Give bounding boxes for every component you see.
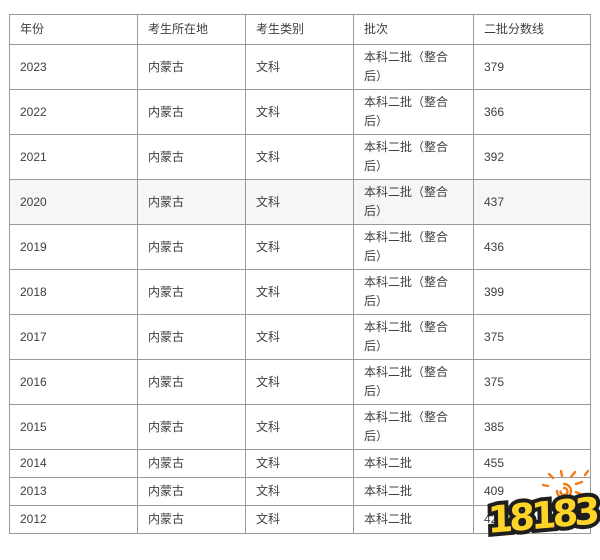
cell-category: 文科 [245,179,354,225]
cell-score: 375 [473,359,591,405]
cell-score: 375 [473,314,591,360]
cell-batch: 本科二批 [353,449,474,478]
cell-year: 2021 [9,134,138,180]
cell-category: 文科 [245,314,354,360]
cell-location: 内蒙古 [137,314,246,360]
cell-batch: 本科二批（整合后） [353,269,474,315]
header-row: 年份 考生所在地 考生类别 批次 二批分数线 [9,14,591,45]
table-row: 2016 内蒙古 文科 本科二批（整合后） 375 [9,359,591,405]
cell-category: 文科 [245,449,354,478]
cell-batch: 本科二批（整合后） [353,404,474,450]
cell-batch: 本科二批（整合后） [353,314,474,360]
table-row: 2021 内蒙古 文科 本科二批（整合后） 392 [9,134,591,180]
cell-location: 内蒙古 [137,505,246,534]
cell-year: 2017 [9,314,138,360]
cell-score: 399 [473,269,591,315]
table-row: 2012 内蒙古 文科 本科二批 42 [9,505,591,534]
cell-location: 内蒙古 [137,89,246,135]
table-row: 2019 内蒙古 文科 本科二批（整合后） 436 [9,224,591,270]
cell-category: 文科 [245,224,354,270]
table-row: 2022 内蒙古 文科 本科二批（整合后） 366 [9,89,591,135]
col-header-location: 考生所在地 [137,14,246,45]
cell-score: 455 [473,449,591,478]
table-row: 2020 内蒙古 文科 本科二批（整合后） 437 [9,179,591,225]
cell-category: 文科 [245,404,354,450]
table-row: 2017 内蒙古 文科 本科二批（整合后） 375 [9,314,591,360]
cell-year: 2018 [9,269,138,315]
cell-score: 366 [473,89,591,135]
table-row: 2023 内蒙古 文科 本科二批（整合后） 379 [9,44,591,90]
cell-batch: 本科二批（整合后） [353,44,474,90]
cell-year: 2014 [9,449,138,478]
cell-location: 内蒙古 [137,44,246,90]
cell-category: 文科 [245,269,354,315]
cell-location: 内蒙古 [137,224,246,270]
table-row: 2018 内蒙古 文科 本科二批（整合后） 399 [9,269,591,315]
cell-category: 文科 [245,477,354,506]
cell-category: 文科 [245,359,354,405]
col-header-batch: 批次 [353,14,474,45]
cell-score: 409 [473,477,591,506]
cell-year: 2016 [9,359,138,405]
cell-year: 2012 [9,505,138,534]
cell-year: 2019 [9,224,138,270]
cell-location: 内蒙古 [137,179,246,225]
cell-batch: 本科二批（整合后） [353,224,474,270]
table-row: 2014 内蒙古 文科 本科二批 455 [9,449,591,478]
cell-location: 内蒙古 [137,449,246,478]
cell-batch: 本科二批 [353,477,474,506]
cell-year: 2020 [9,179,138,225]
cell-batch: 本科二批（整合后） [353,134,474,180]
cell-batch: 本科二批（整合后） [353,89,474,135]
cell-location: 内蒙古 [137,477,246,506]
cell-batch: 本科二批（整合后） [353,359,474,405]
table-row: 2015 内蒙古 文科 本科二批（整合后） 385 [9,404,591,450]
cell-score: 437 [473,179,591,225]
cell-category: 文科 [245,89,354,135]
cell-category: 文科 [245,134,354,180]
cell-year: 2013 [9,477,138,506]
table-row: 2013 内蒙古 文科 本科二批 409 [9,477,591,506]
cell-year: 2023 [9,44,138,90]
table-header: 年份 考生所在地 考生类别 批次 二批分数线 [9,14,591,45]
cell-score: 385 [473,404,591,450]
cell-batch: 本科二批（整合后） [353,179,474,225]
table-body: 2023 内蒙古 文科 本科二批（整合后） 379 2022 内蒙古 文科 本科二批（整合后） 3… [9,44,591,534]
cell-location: 内蒙古 [137,134,246,180]
cell-location: 内蒙古 [137,269,246,315]
col-header-category: 考生类别 [245,14,354,45]
cell-year: 2022 [9,89,138,135]
cell-score: 436 [473,224,591,270]
col-header-year: 年份 [9,14,138,45]
cell-score: 392 [473,134,591,180]
cell-category: 文科 [245,44,354,90]
score-table: 年份 考生所在地 考生类别 批次 二批分数线 2023 内蒙古 文科 本科二批（整合后… [9,14,591,534]
col-header-score-line: 二批分数线 [473,14,591,45]
cell-category: 文科 [245,505,354,534]
cell-location: 内蒙古 [137,404,246,450]
cell-year: 2015 [9,404,138,450]
cell-batch: 本科二批 [353,505,474,534]
cell-score: 379 [473,44,591,90]
cell-score: 42 [473,505,591,534]
cell-location: 内蒙古 [137,359,246,405]
